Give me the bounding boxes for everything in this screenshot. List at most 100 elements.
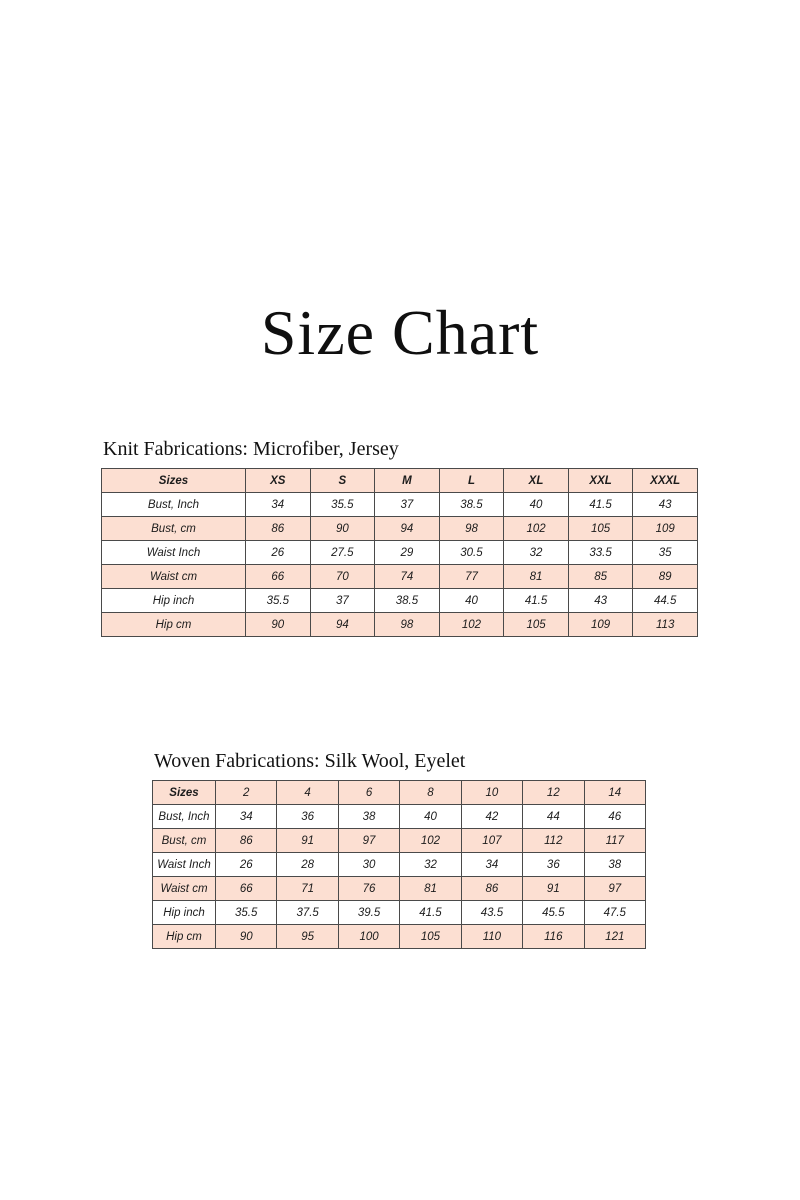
measure-label-cell: Waist Inch <box>101 540 246 565</box>
size-header-cell: 4 <box>276 780 339 805</box>
measurement-value-cell: 26 <box>245 540 311 565</box>
measurement-value-cell: 27.5 <box>309 540 376 565</box>
woven-section-heading: Woven Fabrications: Silk Wool, Eyelet <box>154 750 466 772</box>
measurement-value-cell: 94 <box>309 612 376 637</box>
measurement-value-cell: 98 <box>438 516 505 541</box>
table-row: Hip cm 90 95 100 105 110 116 121 <box>152 924 647 949</box>
size-header-cell: XS <box>245 468 311 493</box>
measurement-value-cell: 32 <box>503 540 569 565</box>
table-row: Waist cm 66 70 74 77 81 85 89 <box>101 564 698 589</box>
measurement-value-cell: 37 <box>309 588 376 613</box>
measurement-value-cell: 105 <box>567 516 634 541</box>
measure-label-cell: Bust, Inch <box>101 492 246 517</box>
measurement-value-cell: 71 <box>276 876 339 901</box>
measurement-value-cell: 95 <box>276 924 339 949</box>
measurement-value-cell: 85 <box>567 564 634 589</box>
knit-fabrications-section: Knit Fabrications: Microfiber, Jersey Si… <box>101 438 698 637</box>
size-header-cell: 14 <box>583 780 647 805</box>
size-header-cell: 6 <box>337 780 401 805</box>
measurement-value-cell: 43.5 <box>460 900 524 925</box>
measurement-value-cell: 89 <box>632 564 698 589</box>
measurement-value-cell: 116 <box>522 924 585 949</box>
measurement-value-cell: 28 <box>276 852 339 877</box>
header-row: Sizes 2 4 6 8 10 12 14 <box>152 780 647 805</box>
measurement-value-cell: 98 <box>374 612 440 637</box>
measurement-value-cell: 97 <box>337 828 401 853</box>
table-row: Bust, cm 86 90 94 98 102 105 109 <box>101 516 698 541</box>
measurement-value-cell: 81 <box>503 564 569 589</box>
measurement-value-cell: 30.5 <box>438 540 505 565</box>
measurement-value-cell: 91 <box>276 828 339 853</box>
size-header-cell: 8 <box>399 780 462 805</box>
measurement-value-cell: 37 <box>374 492 440 517</box>
measurement-value-cell: 36 <box>522 852 585 877</box>
measurement-value-cell: 40 <box>399 804 462 829</box>
measurement-value-cell: 34 <box>245 492 311 517</box>
measurement-value-cell: 70 <box>309 564 376 589</box>
size-header-cell: XXL <box>567 468 634 493</box>
size-header-cell: 10 <box>460 780 524 805</box>
measurement-value-cell: 30 <box>337 852 401 877</box>
measurement-value-cell: 41.5 <box>567 492 634 517</box>
measurement-value-cell: 113 <box>632 612 698 637</box>
table-row: Bust, Inch 34 35.5 37 38.5 40 41.5 43 <box>101 492 698 517</box>
measurement-value-cell: 74 <box>374 564 440 589</box>
measurement-value-cell: 86 <box>460 876 524 901</box>
measurement-value-cell: 91 <box>522 876 585 901</box>
knit-size-table: Sizes XS S M L XL XXL XXXL Bust, Inch 34 35.5 37 38.… <box>101 468 698 637</box>
size-header-cell: S <box>309 468 376 493</box>
table-row: Bust, cm 86 91 97 102 107 112 117 <box>152 828 647 853</box>
size-header-cell: 2 <box>214 780 278 805</box>
measurement-value-cell: 112 <box>522 828 585 853</box>
measure-label-cell: Hip cm <box>101 612 246 637</box>
measurement-value-cell: 43 <box>632 492 698 517</box>
measurement-value-cell: 29 <box>374 540 440 565</box>
measurement-value-cell: 26 <box>214 852 278 877</box>
size-header-cell: 12 <box>522 780 585 805</box>
measurement-value-cell: 38 <box>337 804 401 829</box>
measurement-value-cell: 35.5 <box>214 900 278 925</box>
measurement-value-cell: 40 <box>503 492 569 517</box>
measurement-value-cell: 94 <box>374 516 440 541</box>
measure-label-cell: Hip cm <box>152 924 216 949</box>
measurement-value-cell: 39.5 <box>337 900 401 925</box>
table-row: Waist Inch 26 28 30 32 34 36 38 <box>152 852 647 877</box>
measurement-value-cell: 32 <box>399 852 462 877</box>
measurement-value-cell: 102 <box>438 612 505 637</box>
page-title: Size Chart <box>260 296 540 368</box>
measurement-value-cell: 41.5 <box>399 900 462 925</box>
measurement-value-cell: 33.5 <box>567 540 634 565</box>
measurement-value-cell: 90 <box>245 612 311 637</box>
measurement-value-cell: 38.5 <box>374 588 440 613</box>
header-row: Sizes XS S M L XL XXL XXXL <box>101 468 698 493</box>
measurement-value-cell: 109 <box>567 612 634 637</box>
measurement-value-cell: 100 <box>337 924 401 949</box>
measurement-value-cell: 105 <box>399 924 462 949</box>
measurement-value-cell: 44 <box>522 804 585 829</box>
size-header-cell: M <box>374 468 440 493</box>
measure-label-cell: Bust, Inch <box>152 804 216 829</box>
table-row: Hip cm 90 94 98 102 105 109 113 <box>101 612 698 637</box>
measurement-value-cell: 102 <box>399 828 462 853</box>
table-row: Waist Inch 26 27.5 29 30.5 32 33.5 35 <box>101 540 698 565</box>
measurement-value-cell: 77 <box>438 564 505 589</box>
measurement-value-cell: 38.5 <box>438 492 505 517</box>
measure-label-cell: Waist Inch <box>152 852 216 877</box>
measure-label-cell: Bust, cm <box>101 516 246 541</box>
woven-fabrications-section: Woven Fabrications: Silk Wool, Eyelet Si… <box>152 750 647 949</box>
measure-label-cell: Bust, cm <box>152 828 216 853</box>
size-header-cell: XXXL <box>632 468 698 493</box>
measure-label-cell: Hip inch <box>101 588 246 613</box>
table-row: Bust, Inch 34 36 38 40 42 44 46 <box>152 804 647 829</box>
measurement-value-cell: 105 <box>503 612 569 637</box>
size-header-cell: XL <box>503 468 569 493</box>
measure-label-cell: Waist cm <box>101 564 246 589</box>
measurement-value-cell: 47.5 <box>583 900 647 925</box>
measurement-value-cell: 66 <box>245 564 311 589</box>
measurement-value-cell: 109 <box>632 516 698 541</box>
measurement-value-cell: 86 <box>245 516 311 541</box>
measure-label-cell: Hip inch <box>152 900 216 925</box>
measurement-value-cell: 90 <box>214 924 278 949</box>
measurement-value-cell: 35 <box>632 540 698 565</box>
